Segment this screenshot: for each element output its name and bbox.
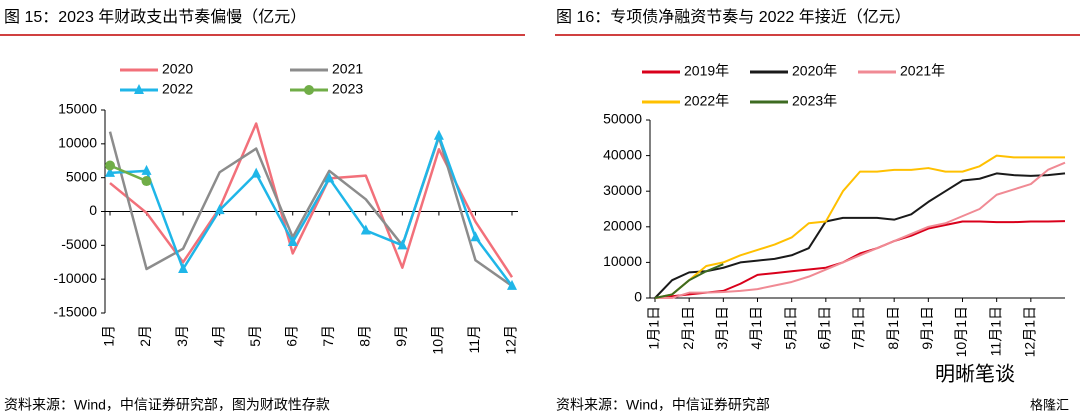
x-tick-label: 7月1日 (851, 306, 867, 350)
legend-label: 2022 (162, 81, 193, 97)
x-tick-label: 1月 (101, 325, 117, 347)
series-line (109, 164, 148, 183)
point-marker (360, 224, 371, 235)
source-note: 资料来源：Wind，中信证券研究部 (556, 397, 770, 413)
y-tick-label: -5000 (61, 236, 97, 252)
series-line (654, 172, 1066, 299)
x-tick-label: 2月 (137, 325, 153, 347)
legend-label: 2019年 (684, 63, 729, 79)
legend-label: 2023年 (792, 93, 837, 109)
point-marker (141, 176, 152, 187)
x-tick-label: 8月 (357, 325, 373, 347)
legend-marker (134, 84, 144, 94)
series-line (109, 134, 513, 287)
legend-label: 2020年 (792, 63, 837, 79)
x-tick-label: 12月 (503, 325, 519, 355)
y-tick-label: 10000 (603, 253, 642, 269)
y-tick-label: 10000 (58, 135, 97, 151)
point-marker (141, 164, 152, 175)
x-tick-label: 11月1日 (987, 306, 1003, 356)
x-tick-label: 5月 (247, 325, 263, 347)
point-marker (470, 231, 481, 242)
x-tick-label: 3月 (174, 325, 190, 347)
legend-label: 2022年 (684, 93, 729, 109)
point-marker (324, 172, 335, 183)
x-tick-label: 10月1日 (953, 306, 969, 357)
x-tick-label: 5月1日 (782, 306, 798, 350)
x-tick-label: 9月 (393, 325, 409, 347)
point-marker (287, 235, 298, 246)
y-tick-label: 15000 (58, 101, 97, 117)
series-line (654, 220, 1066, 299)
legend-label: 2021年 (900, 63, 945, 79)
x-tick-label: 6月1日 (817, 306, 833, 350)
legend-label: 2023 (332, 81, 363, 97)
y-tick-label: -10000 (53, 270, 97, 286)
legend-label: 2021 (332, 61, 363, 77)
y-tick-label: 20000 (603, 218, 642, 234)
series-line (654, 263, 724, 299)
point-marker (507, 279, 517, 290)
source-note: 资料来源：Wind，中信证券研究部，图为财政性存款 (4, 397, 330, 413)
point-marker (214, 204, 225, 215)
corner-mark: 格隆汇 (1030, 397, 1069, 412)
x-tick-label: 9月1日 (919, 306, 935, 350)
x-tick-label: 8月1日 (885, 306, 901, 350)
legend-marker (304, 85, 314, 95)
series-line (654, 154, 1065, 299)
point-marker (397, 239, 408, 250)
x-tick-label: 11月 (466, 325, 482, 354)
y-tick-label: 40000 (603, 146, 642, 162)
x-tick-label: 3月1日 (714, 306, 730, 350)
y-tick-label: 50000 (603, 111, 642, 127)
point-marker (251, 167, 262, 178)
point-marker (178, 263, 189, 274)
watermark: 明晰笔谈 (935, 362, 1015, 385)
y-tick-label: 30000 (603, 182, 642, 198)
chart-title: 图 15：2023 年财政支出节奏偏慢（亿元） (4, 8, 306, 26)
series-line (655, 161, 1066, 299)
y-tick-label: 0 (634, 289, 642, 305)
x-tick-label: 4月1日 (748, 306, 764, 350)
y-tick-label: -15000 (53, 304, 97, 320)
chart-title: 图 16：专项债净融资节奏与 2022 年接近（亿元） (556, 8, 911, 26)
point-marker (105, 166, 115, 177)
x-tick-label: 1月1日 (646, 306, 662, 350)
series-line (109, 122, 514, 278)
x-tick-label: 2月1日 (680, 306, 696, 350)
point-marker (105, 160, 115, 171)
x-tick-label: 6月 (283, 325, 299, 347)
legend-label: 2020 (162, 61, 193, 77)
point-marker (433, 129, 444, 140)
x-tick-label: 10月 (430, 325, 446, 355)
y-tick-label: 5000 (66, 168, 97, 184)
x-tick-label: 4月 (210, 325, 226, 347)
x-tick-label: 12月1日 (1022, 306, 1038, 357)
x-tick-label: 7月 (320, 325, 336, 347)
y-tick-label: 0 (89, 202, 97, 218)
